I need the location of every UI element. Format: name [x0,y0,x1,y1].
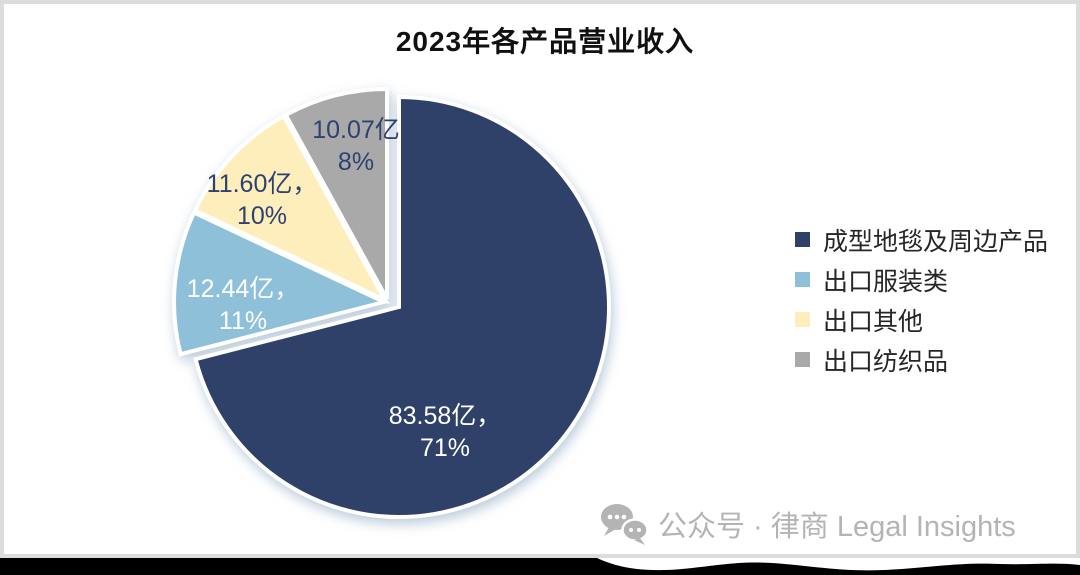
legend-label: 成型地毯及周边产品 [823,227,1049,256]
legend-label: 出口其他 [823,307,924,336]
bottom-wave-decoration [597,558,1080,571]
watermark-text: 公众号 · 律商 Legal Insights [658,511,1016,543]
legend-item-carpet-products: 成型地毯及周边产品 [795,226,1048,256]
chart-title: 2023年各产品营业收入 [395,26,695,57]
legend-item-export-textile: 出口纺织品 [795,346,1048,376]
legend-swatch [795,352,810,367]
legend-item-export-apparel: 出口服装类 [795,266,1048,296]
legend-swatch [795,232,810,247]
legend-label: 出口服装类 [823,267,949,296]
legend-item-export-other: 出口其他 [795,306,1048,336]
legend-swatch [795,272,810,287]
legend-label: 出口纺织品 [823,347,949,376]
wechat-icon [601,504,648,545]
pie-slice-1 [172,209,390,357]
watermark: 公众号 · 律商 Legal Insights [600,503,1016,545]
bottom-bar [0,558,1080,575]
legend: 成型地毯及周边产品 出口服装类 出口其他 出口纺织品 [795,226,1048,386]
pie-slice-2 [192,113,390,305]
pie-slice-3 [283,86,389,300]
legend-swatch [795,312,810,327]
pie-slice-0 [193,94,611,519]
